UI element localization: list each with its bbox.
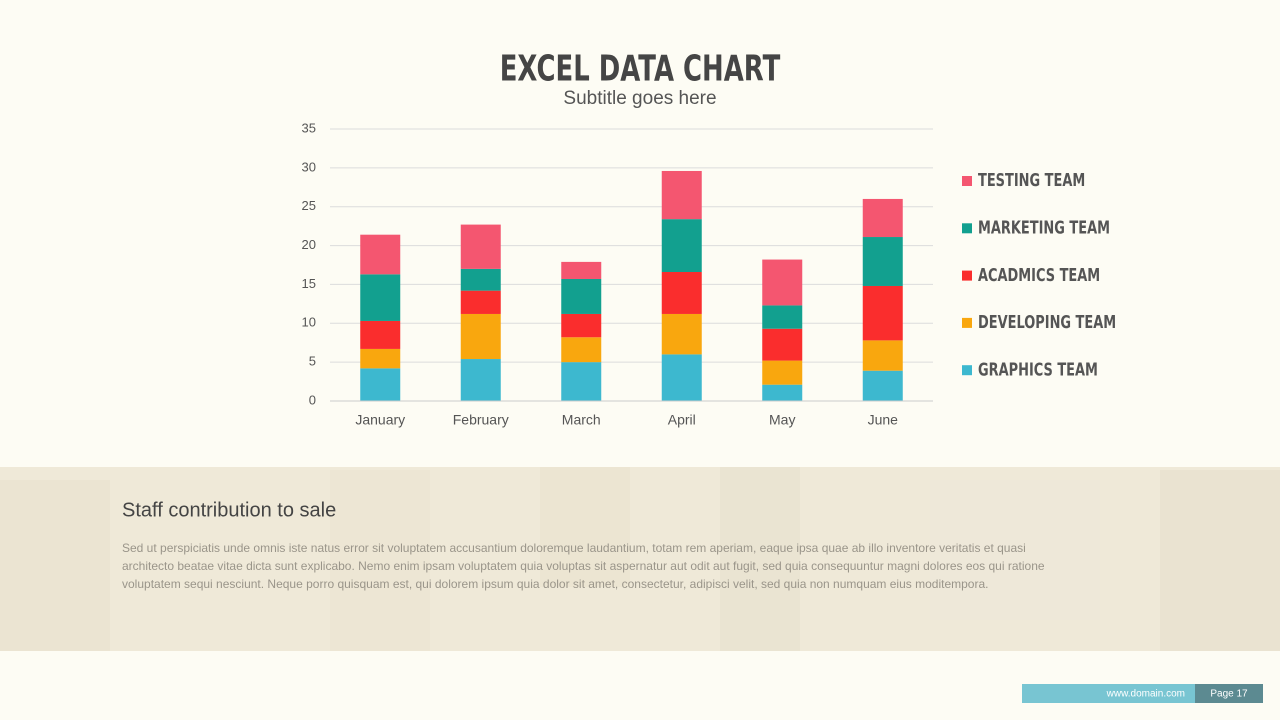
bar-segment <box>862 285 903 341</box>
bar-segment <box>862 370 903 401</box>
bar-segment <box>460 268 501 291</box>
legend-swatch <box>962 223 972 234</box>
y-tick-label: 25 <box>302 198 316 213</box>
x-tick-label: June <box>868 412 899 428</box>
footer-page: Page 17 <box>1210 689 1248 700</box>
legend-swatch <box>962 176 972 186</box>
bar-segment <box>661 219 702 272</box>
y-tick-label: 10 <box>302 315 316 330</box>
title-wrap: EXCEL DATA CHART <box>500 48 781 89</box>
paragraph-line: voluptatem sequi nesciunt. Neque porro q… <box>122 577 988 591</box>
legend-label: ACADMICS TEAM <box>978 264 1100 286</box>
bar-segment <box>762 360 803 385</box>
bar-segment <box>561 362 602 401</box>
footer-bar <box>1022 684 1195 703</box>
y-tick-label: 0 <box>309 392 316 407</box>
bar-segment <box>862 237 903 286</box>
bar-segment <box>762 328 803 361</box>
chart-title: EXCEL DATA CHART <box>500 48 781 89</box>
x-tick-label: February <box>453 412 509 428</box>
bar-segment <box>360 348 401 369</box>
bar-segment <box>661 354 702 401</box>
x-tick-label: April <box>668 412 696 428</box>
x-tick-label: May <box>769 412 795 428</box>
bar-segment <box>862 340 903 371</box>
y-tick-label: 20 <box>302 237 316 252</box>
bar-segment <box>661 313 702 355</box>
bar-segment <box>561 313 602 338</box>
y-tick-label: 15 <box>302 276 316 291</box>
legend-label: TESTING TEAM <box>978 169 1085 191</box>
legend-swatch <box>962 270 972 281</box>
legend-label: GRAPHICS TEAM <box>978 358 1098 380</box>
legend-swatch <box>962 317 972 328</box>
city-photo <box>0 467 1280 651</box>
bar-segment <box>661 170 702 220</box>
bar-segment <box>360 234 401 275</box>
bar-segment <box>360 320 401 349</box>
y-tick-label: 5 <box>309 354 316 369</box>
y-tick-label: 35 <box>302 120 316 135</box>
bar-segment <box>661 271 702 314</box>
footer-page-bar <box>1195 684 1263 703</box>
paragraph-line: Sed ut perspiciatis unde omnis iste natu… <box>122 541 1026 555</box>
legend-swatch <box>962 365 972 376</box>
paragraph-line: architecto beatae vitae dicta sunt expli… <box>122 559 1045 573</box>
bar-segment <box>460 359 501 401</box>
section-title: Staff contribution to sale <box>122 499 336 521</box>
bar-segment <box>561 337 602 363</box>
bar-segment <box>762 384 803 401</box>
footer-website[interactable]: www.domain.com <box>1106 689 1185 700</box>
bar-segment <box>561 278 602 314</box>
bar-segment <box>862 198 903 238</box>
chart-subtitle: Subtitle goes here <box>563 88 716 109</box>
bar-segment <box>561 261 602 279</box>
x-tick-label: January <box>355 412 405 428</box>
bar-segment <box>762 305 803 329</box>
bar-segment <box>460 224 501 269</box>
bar-segment <box>360 274 401 321</box>
y-tick-label: 30 <box>302 159 316 174</box>
bar-segment <box>360 368 401 401</box>
legend-label: MARKETING TEAM <box>978 216 1110 238</box>
bar-segment <box>460 313 501 360</box>
bar-segment <box>762 259 803 306</box>
x-tick-label: March <box>562 412 601 428</box>
bar-segment <box>460 290 501 314</box>
legend-label: DEVELOPING TEAM <box>978 311 1116 333</box>
